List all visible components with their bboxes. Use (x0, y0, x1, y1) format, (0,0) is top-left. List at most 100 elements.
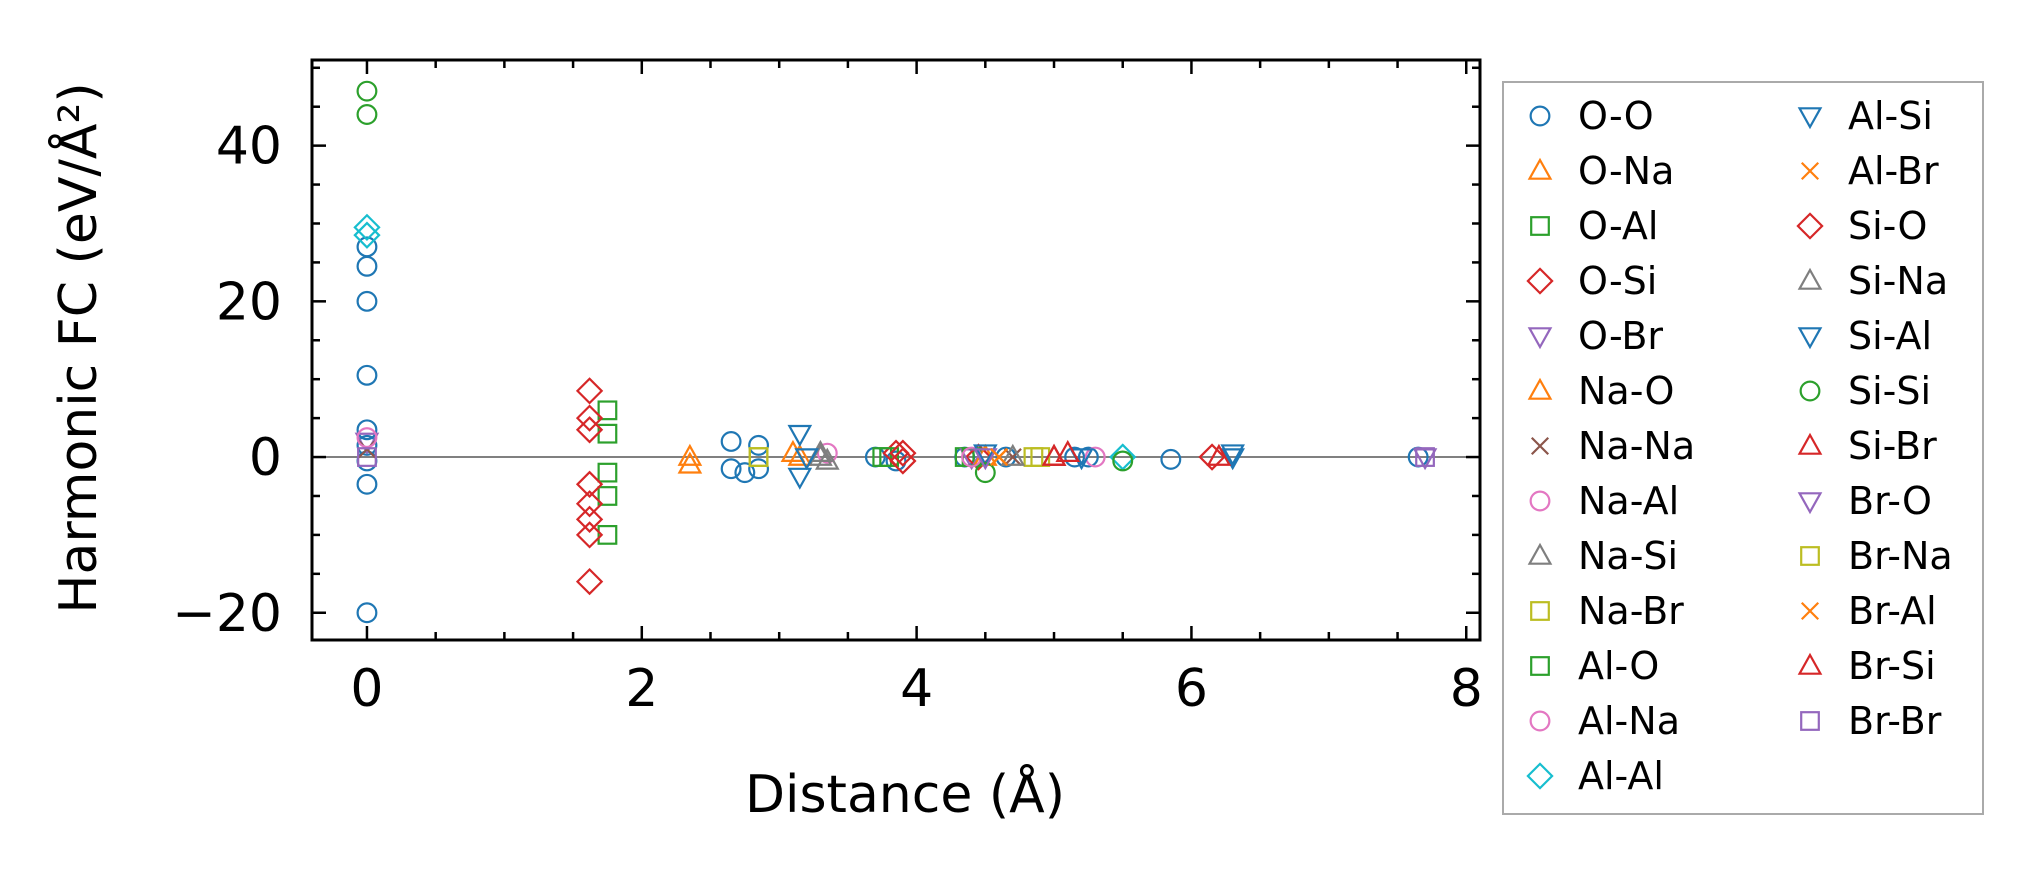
x-tick-label: 0 (350, 659, 383, 719)
legend-label: Si-Br (1848, 424, 1937, 468)
data-points (353, 80, 1438, 624)
legend-label: Si-Al (1848, 314, 1932, 358)
legend: O-O O-Na O-Al O-Si O-Br Na-O Na-Na Na-Al Na-Si Na… (1526, 94, 1953, 798)
y-tick-label: 40 (216, 117, 282, 177)
tick-labels: 0 2 4 6 8 −20 0 20 40 (172, 117, 1483, 719)
legend-label: Al-Al (1578, 754, 1664, 798)
data-point-al-na (356, 427, 378, 449)
data-point-al-al (353, 213, 381, 242)
legend-item-br-br: Br-Br (1800, 699, 1942, 743)
data-point-o-al (597, 486, 618, 506)
legend-marker (1797, 267, 1823, 290)
legend-marker (1530, 436, 1550, 456)
legend-marker (1799, 380, 1821, 402)
data-point-na-al (816, 442, 838, 464)
legend-marker (1530, 601, 1550, 621)
data-point-o-br (959, 448, 984, 471)
data-point-o-o (356, 419, 378, 441)
legend-marker (1800, 546, 1820, 566)
data-point-o-o (356, 290, 378, 312)
legend-marker (1527, 157, 1553, 180)
data-point-na-o (787, 443, 813, 466)
data-point-si-si (356, 80, 378, 102)
data-point-o-na (677, 443, 703, 466)
legend-item-o-br: O-Br (1527, 314, 1663, 358)
data-point-si-na (1000, 443, 1026, 466)
legend-item-si-o: Si-O (1796, 204, 1927, 248)
data-point-al-si (1220, 444, 1245, 467)
legend-item-si-al: Si-Al (1797, 314, 1932, 358)
data-point-si-si (974, 462, 996, 484)
series-al-al (353, 213, 1137, 471)
legend-label: Si-O (1848, 204, 1927, 248)
legend-item-na-al: Na-Al (1529, 479, 1679, 523)
legend-item-o-o: O-O (1529, 94, 1654, 138)
legend-item-br-al: Br-Al (1800, 589, 1937, 633)
legend-item-na-na: Na-Na (1530, 424, 1695, 468)
data-point-o-o (356, 602, 378, 624)
data-point-o-si (575, 377, 604, 405)
data-point-br-na (748, 447, 769, 467)
legend-label: Na-O (1578, 369, 1674, 413)
series-br-o (972, 448, 1438, 471)
data-point-si-si (1112, 450, 1134, 472)
y-axis-label: Harmonic FC (eV/Å²) (47, 82, 109, 613)
data-point-si-si (356, 104, 378, 125)
series-o-al (597, 400, 975, 545)
legend-marker (1797, 327, 1823, 350)
legend-marker (1527, 542, 1553, 565)
legend-label: Si-Si (1848, 369, 1931, 413)
y-tick-label: 20 (216, 272, 282, 332)
x-tick-label: 4 (900, 659, 933, 719)
series-o-si (575, 377, 993, 596)
legend-marker (1800, 711, 1820, 731)
series-al-si (787, 424, 1245, 490)
legend-label: O-Si (1578, 259, 1657, 303)
legend-item-al-na: Al-Na (1529, 699, 1680, 743)
legend-item-br-si: Br-Si (1797, 644, 1936, 688)
legend-item-al-al: Al-Al (1526, 754, 1664, 798)
legend-label: Br-O (1848, 479, 1932, 523)
legend-marker (1527, 327, 1553, 350)
series-br-br (357, 447, 1435, 467)
data-point-o-o (748, 458, 770, 480)
data-point-br-si (1206, 443, 1232, 466)
series-si-si (356, 80, 1134, 484)
legend-marker (1530, 656, 1550, 676)
legend-item-al-si: Al-Si (1797, 94, 1933, 138)
series-na-al (816, 442, 1106, 468)
y-tick-label: 0 (249, 428, 282, 488)
legend-label: O-Na (1578, 149, 1674, 193)
legend-marker (1797, 107, 1823, 130)
data-point-o-al (597, 400, 618, 421)
legend-marker (1800, 601, 1820, 621)
data-point-o-o (356, 364, 378, 386)
legend-label: O-O (1578, 94, 1654, 138)
data-point-na-al (1084, 446, 1106, 468)
axis-ticks (312, 60, 1480, 640)
data-point-br-al (990, 448, 1009, 467)
data-point-o-o (1064, 446, 1086, 468)
legend-label: Al-Na (1578, 699, 1680, 743)
data-point-o-si (575, 505, 604, 533)
data-point-o-o (720, 431, 742, 452)
legend-item-br-na: Br-Na (1800, 534, 1953, 578)
legend-box (1502, 81, 1984, 815)
data-point-o-al (597, 462, 618, 483)
legend-label: Al-O (1578, 644, 1659, 688)
legend-marker (1797, 432, 1823, 455)
legend-label: O-Al (1578, 204, 1658, 248)
legend-marker (1529, 490, 1551, 512)
data-point-al-al (1109, 443, 1137, 471)
legend-marker (1526, 762, 1554, 790)
legend-marker (1796, 212, 1824, 240)
legend-label: Al-Br (1848, 149, 1939, 193)
data-point-o-al (597, 423, 618, 444)
data-point-al-al (353, 221, 381, 249)
data-point-o-o (720, 458, 742, 480)
data-point-br-o (1412, 448, 1438, 471)
data-point-br-si (1041, 443, 1067, 466)
data-point-o-o (356, 255, 378, 277)
data-point-o-o (734, 462, 756, 484)
